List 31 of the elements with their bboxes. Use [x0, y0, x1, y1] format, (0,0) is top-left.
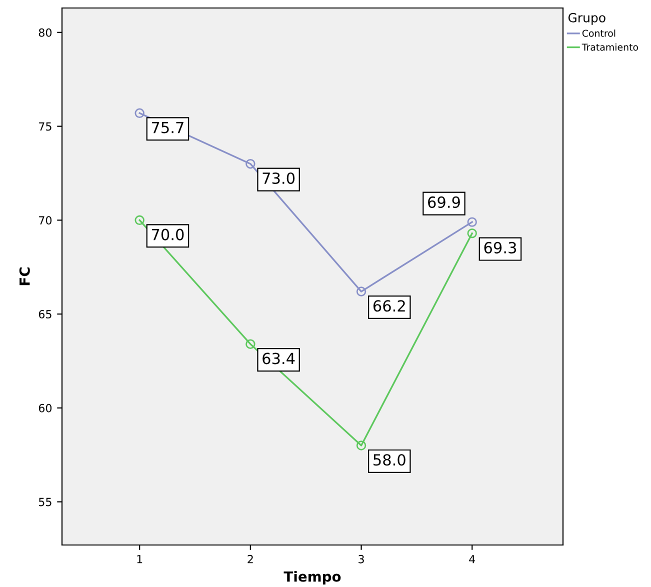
y-tick-label: 75 — [39, 122, 52, 131]
data-label: 73.0 — [262, 172, 295, 184]
legend-label: Control — [582, 30, 616, 37]
y-tick-label: 60 — [38, 404, 52, 412]
y-tick-label: 65 — [38, 310, 52, 318]
point — [467, 228, 477, 238]
y-tick-label: 55 — [38, 498, 52, 506]
legend-title: Grupo — [568, 12, 606, 25]
data-label: 70.0 — [152, 228, 184, 240]
point — [356, 440, 366, 450]
x-axis-title: Tiempo — [284, 571, 341, 584]
x-tick-label: 2 — [248, 554, 253, 564]
data-label: 75.7 — [152, 122, 184, 134]
data-label: 63.4 — [262, 352, 295, 364]
legend-label: Tratamiento — [582, 43, 638, 51]
x-tick-label: 3 — [358, 554, 364, 564]
point — [246, 158, 256, 169]
point — [246, 339, 256, 349]
y-axis-title: FC — [19, 268, 30, 286]
point — [134, 215, 144, 226]
y-tick-label: 70 — [39, 216, 52, 225]
x-tick-label: 1 — [137, 555, 142, 564]
x-tick-label: 4 — [469, 555, 476, 564]
data-label: 69.3 — [484, 242, 516, 254]
data-label: 66.2 — [373, 300, 405, 312]
data-label: 69.9 — [428, 196, 460, 208]
point — [356, 286, 366, 296]
point — [467, 217, 477, 227]
data-label: 58.0 — [374, 454, 406, 466]
point — [134, 108, 144, 118]
y-tick-label: 80 — [38, 28, 52, 37]
